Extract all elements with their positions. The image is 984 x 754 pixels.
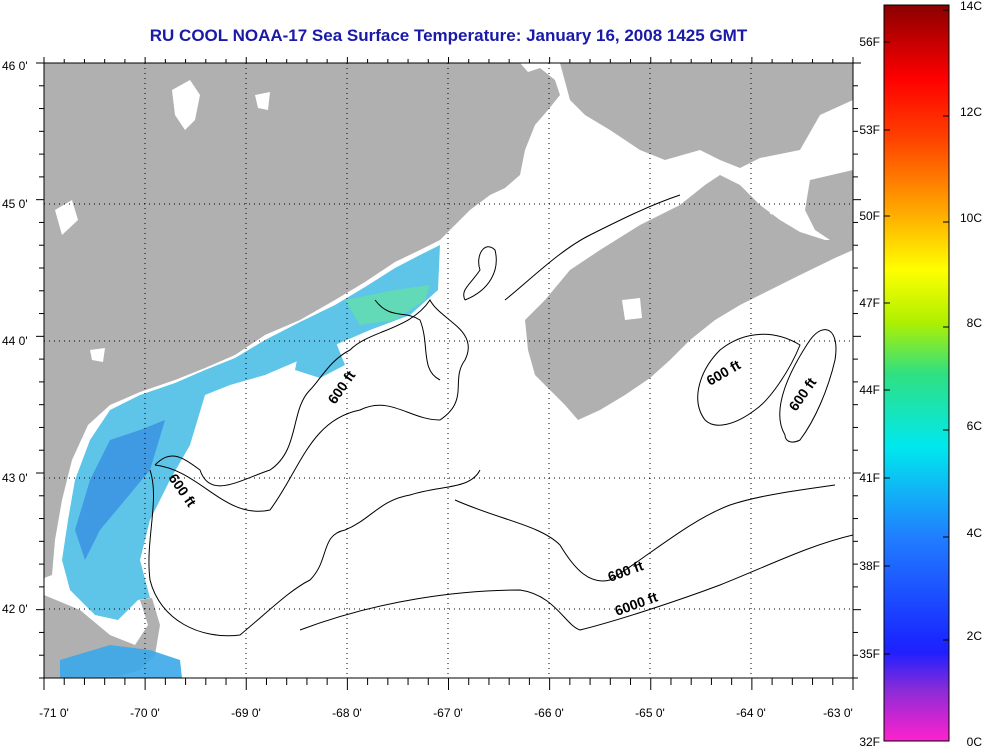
lon-label-6: -66 0'	[534, 706, 564, 720]
colorbar-c-0: 0C	[967, 735, 983, 749]
colorbar-c-10: 10C	[960, 211, 982, 225]
colorbar-f-38: 38F	[859, 559, 880, 573]
land-mainland	[44, 63, 560, 578]
lon-label-5: -67 0'	[433, 706, 463, 720]
colorbar-c-8: 8C	[967, 316, 983, 330]
land-cape-breton	[805, 170, 853, 245]
colorbar-f-44: 44F	[859, 383, 880, 397]
colorbar-f-35: 35F	[859, 647, 880, 661]
colorbar-c-2: 2C	[967, 629, 983, 643]
lake-6	[770, 205, 782, 215]
sst-patch-mid	[295, 340, 345, 378]
contour-northeast-channel	[504, 194, 681, 301]
colorbar	[883, 4, 950, 742]
lon-label-1: -71 0'	[39, 706, 69, 720]
contour-bay-of-fundy	[463, 246, 497, 301]
sst-patch-cape	[60, 645, 182, 678]
sst-patch-deep	[75, 420, 165, 560]
colorbar-c-12: 12C	[960, 105, 982, 119]
contour-600ft-gulf	[154, 299, 469, 512]
lake-3	[255, 92, 270, 110]
colorbar-f-47: 47F	[859, 296, 880, 310]
lon-label-4: -68 0'	[332, 706, 362, 720]
lat-label-4: 43 0'	[2, 471, 28, 485]
map-title: RU COOL NOAA-17 Sea Surface Temperature:…	[149, 26, 748, 45]
contour-600ft-scotian-b	[779, 329, 837, 443]
colorbar-f-41: 41F	[859, 471, 880, 485]
land-nova-scotia	[525, 175, 853, 420]
sst-coastal-band	[62, 245, 440, 620]
colorbar-f-50: 50F	[859, 209, 880, 223]
lon-label-2: -70 0'	[130, 706, 160, 720]
lake-5	[622, 298, 642, 320]
lake-2	[55, 200, 78, 235]
lat-label-1: 46 0'	[2, 59, 28, 73]
colorbar-c-6: 6C	[967, 419, 983, 433]
lon-label-8: -64 0'	[736, 706, 766, 720]
lon-label-7: -65 0'	[635, 706, 665, 720]
lon-label-3: -69 0'	[231, 706, 261, 720]
colorbar-f-56: 56F	[859, 35, 880, 49]
lat-label-3: 44 0'	[2, 334, 28, 348]
sst-patch-green	[345, 285, 430, 325]
contour-6000ft	[299, 534, 853, 631]
contour-600ft-scotian-a	[697, 333, 801, 426]
lon-label-9: -63 0'	[823, 706, 853, 720]
colorbar-c-4: 4C	[967, 526, 983, 540]
lat-label-2: 45 0'	[2, 197, 28, 211]
contour-600ft-basin	[148, 469, 481, 637]
land-new-brunswick	[560, 63, 853, 168]
colorbar-c-14: 14C	[960, 0, 982, 13]
contour-600ft-maine	[374, 299, 441, 381]
contour-600ft-georges	[454, 484, 836, 582]
lat-label-5: 42 0'	[2, 602, 28, 616]
lake-4	[90, 348, 105, 362]
lake-1	[172, 80, 200, 130]
colorbar-f-32: 32F	[859, 735, 880, 749]
colorbar-f-53: 53F	[859, 123, 880, 137]
